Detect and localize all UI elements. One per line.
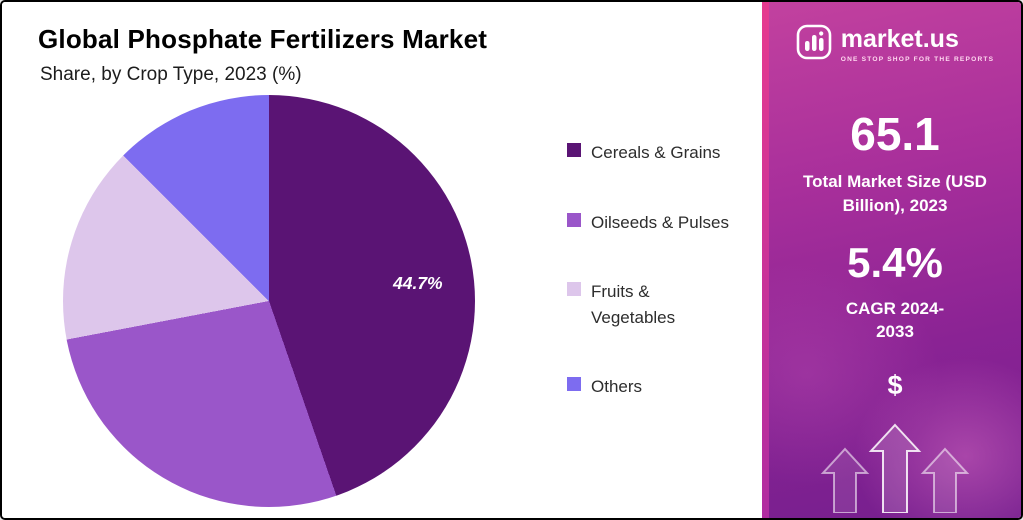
- stat-market-size-label: Total Market Size (USD Billion), 2023: [803, 172, 987, 215]
- brand-sidebar: market.us ONE STOP SHOP FOR THE REPORTS …: [769, 2, 1021, 518]
- legend-swatch: [567, 377, 581, 391]
- chart-subtitle: Share, by Crop Type, 2023 (%): [40, 64, 302, 85]
- legend-swatch: [567, 212, 581, 227]
- legend-item: Cereals & Grains: [567, 140, 729, 166]
- stat-cagr-value: 5.4%: [847, 238, 943, 286]
- legend-swatch: [567, 143, 581, 157]
- legend-label: Fruits & Vegetables: [591, 282, 676, 327]
- brand-logo-icon: [796, 24, 832, 65]
- legend-item: Oilseeds & Pulses: [567, 210, 729, 236]
- stat-market-size-value: 65.1: [850, 108, 940, 160]
- brand-text-block: market.us ONE STOP SHOP FOR THE REPORTS: [840, 24, 995, 63]
- brand-row: market.us ONE STOP SHOP FOR THE REPORTS: [796, 24, 995, 65]
- dollar-icon: $: [887, 370, 903, 401]
- slice-data-label: 44.7%: [393, 273, 443, 293]
- legend-item: Fruits & Vegetables: [567, 279, 729, 330]
- legend-item: Others: [567, 374, 729, 400]
- brand-name: market.us: [840, 24, 959, 53]
- brand-tagline: ONE STOP SHOP FOR THE REPORTS: [840, 55, 995, 63]
- legend: Cereals & Grains Oilseeds & Pulses Fruit…: [567, 140, 729, 400]
- divider-strip: [762, 2, 769, 518]
- chart-title: Global Phosphate Fertilizers Market: [38, 24, 488, 54]
- stat-cagr-label: CAGR 2024-2033: [845, 298, 945, 342]
- growth-arrows-icon: [805, 423, 985, 518]
- legend-swatch: [567, 282, 581, 296]
- chart-panel: Global Phosphate Fertilizers Market Shar…: [2, 2, 762, 518]
- legend-label: Cereals & Grains: [591, 143, 721, 162]
- pie-chart: 44.7%: [63, 95, 475, 507]
- legend-label: Oilseeds & Pulses: [591, 212, 729, 232]
- legend-label: Others: [591, 377, 643, 396]
